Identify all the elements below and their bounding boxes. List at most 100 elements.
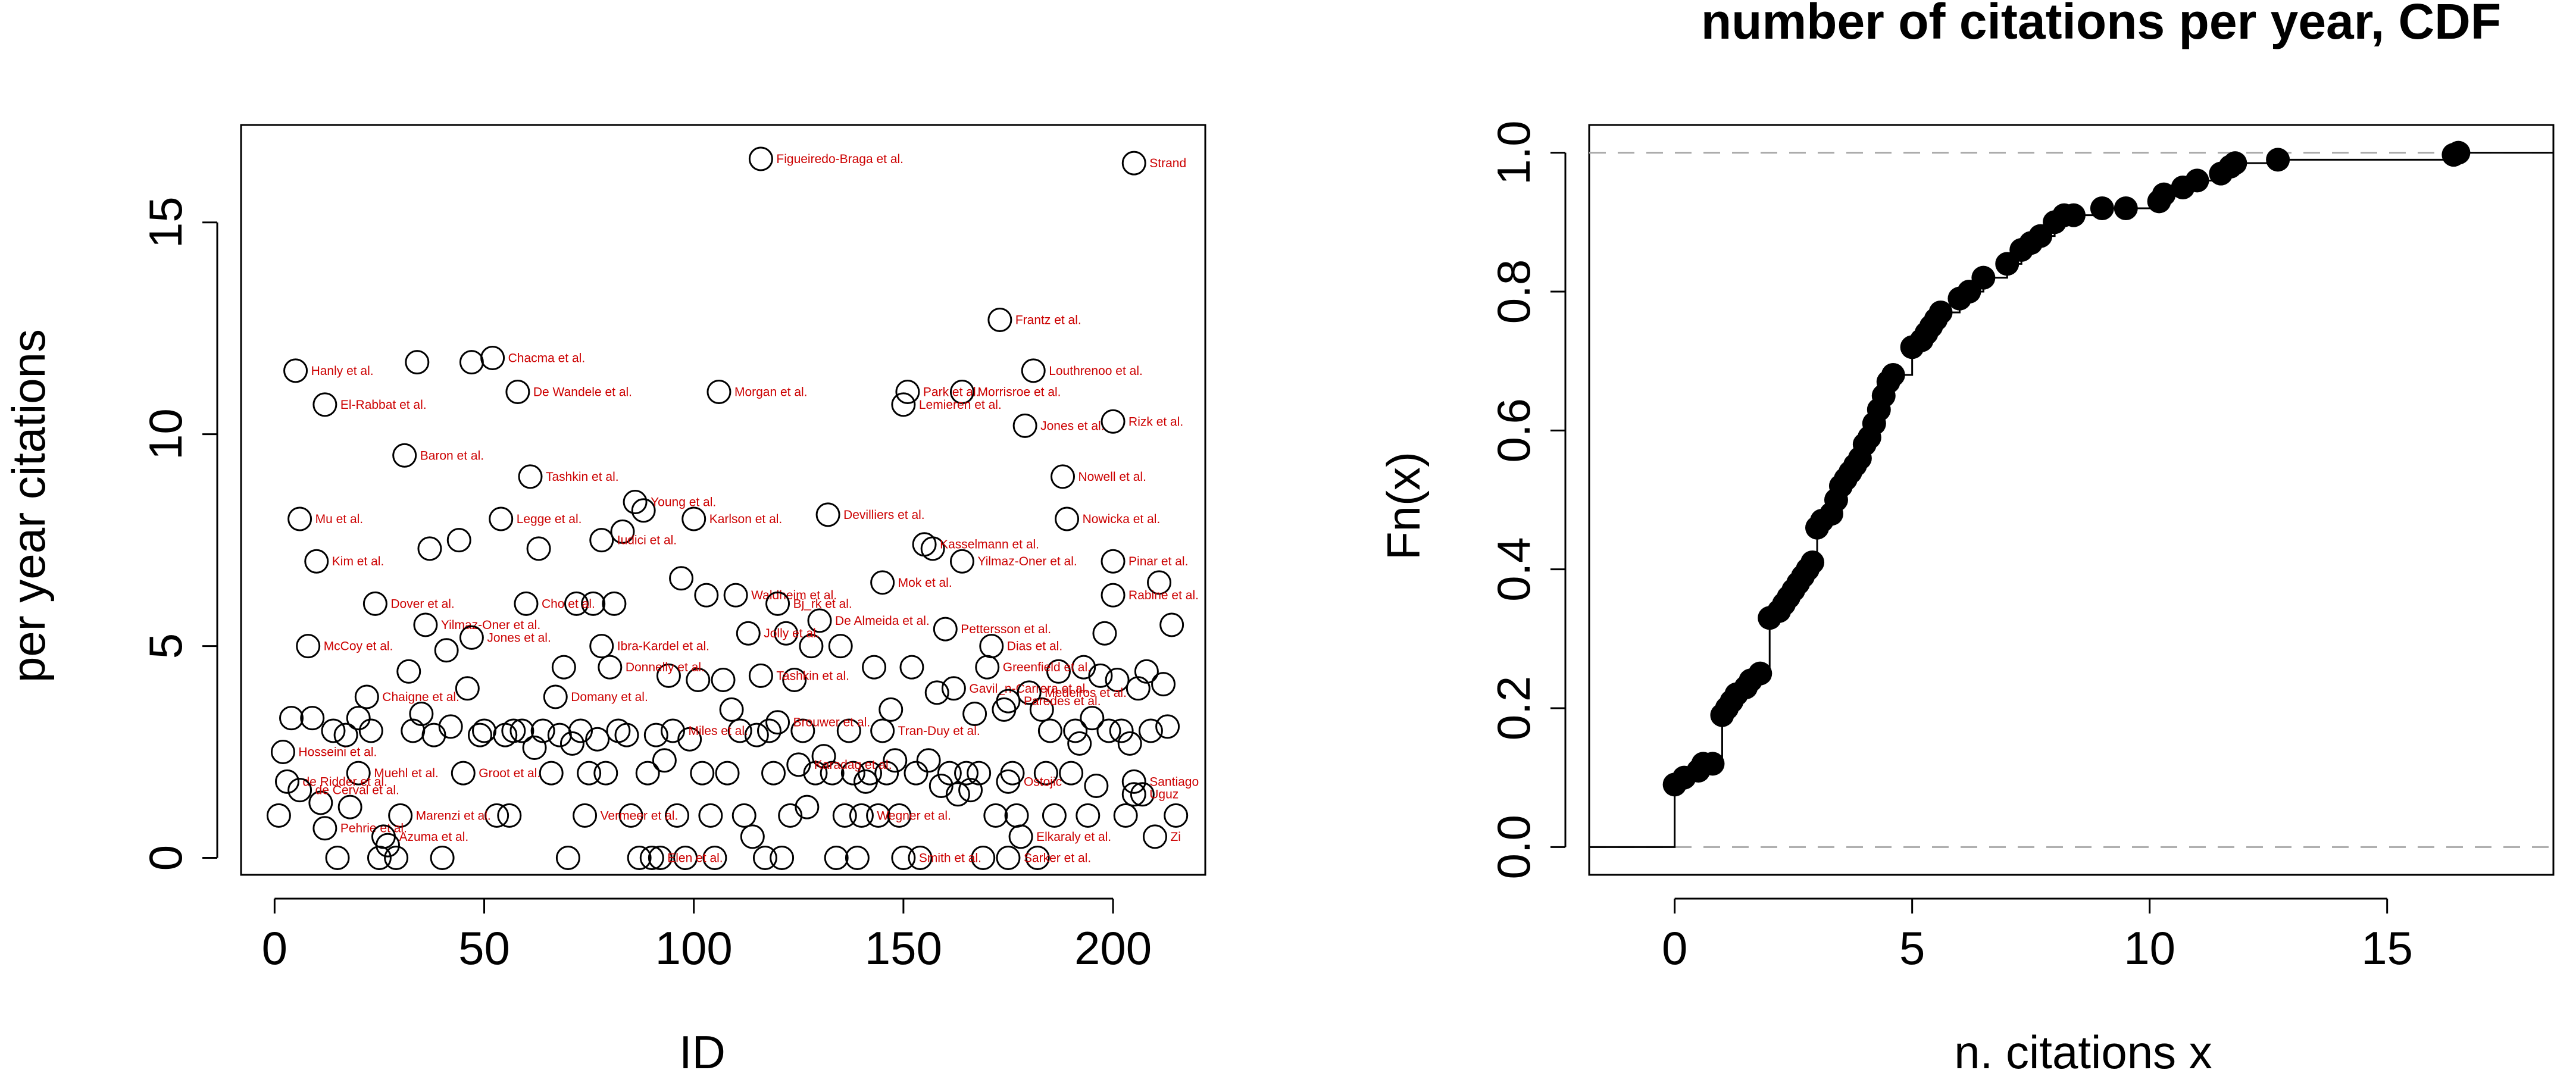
scatter-point [652,748,677,773]
cdf-y-tick-label: 1.0 [1487,120,1540,184]
scatter-point [354,684,379,709]
scatter-point-label: Tran-Duy et al. [898,724,980,738]
scatter-point [975,655,1000,680]
scatter-point [1126,676,1151,701]
cdf-chart-title: number of citations per year, CDF [1701,0,2501,49]
scatter-point-label: Frantz et al. [1015,313,1081,327]
scatter-point [388,803,413,828]
scatter-point [811,744,836,769]
scatter-x-tick-label: 0 [262,922,287,974]
scatter-point [358,718,383,743]
scatter-point [756,718,781,743]
scatter-point-label: Young et al. [651,496,716,509]
scatter-y-axis-label: per year citations [2,329,55,683]
scatter-point [1084,774,1109,799]
scatter-point-label: Muehl et al. [374,767,439,780]
scatter-point [958,778,983,803]
scatter-point [698,803,723,828]
scatter-point-label: Rizk et al. [1128,415,1183,428]
scatter-point-label: Greenfield et al. [1003,661,1091,674]
scatter-point-label: Yilmaz-Oner et al. [441,618,540,632]
scatter-point [744,722,769,747]
scatter-point [770,846,795,871]
scatter-point-label: Zi [1170,830,1181,844]
scatter-point-label: Nowell et al. [1078,470,1146,484]
cdf-x-tick-label: 5 [1899,922,1925,974]
scatter-point [1021,358,1046,383]
scatter-point-label: Domany et al. [571,690,648,704]
scatter-point [790,718,815,743]
scatter-point [384,846,409,871]
scatter-point [660,718,685,743]
scatter-point [635,761,660,786]
scatter-point [274,769,299,794]
scatter-point [1029,697,1054,722]
cdf-plot-frame [1588,124,2555,876]
scatter-point [748,663,773,688]
cdf-y-tick-label: 0.2 [1487,676,1540,740]
scatter-point [832,803,857,828]
scatter-point [1046,659,1071,684]
scatter-point [727,718,752,743]
scatter-point-label: El-Rabbat et al. [340,398,427,412]
scatter-point [752,846,777,871]
cdf-x-axis-label: n. citations x [1954,1026,2212,1073]
scatter-point-label: Miles et al. [688,724,748,738]
scatter-point [1096,718,1121,743]
scatter-point-label: Jones et al. [1040,419,1104,433]
scatter-point [820,761,845,786]
scatter-point [924,680,949,705]
scatter-point [526,536,551,561]
cdf-point [1748,661,1772,686]
cdf-point [2185,168,2209,193]
scatter-point [581,591,606,616]
scatter-point [1164,803,1189,828]
scatter-point [879,697,904,722]
scatter-point [681,506,706,531]
scatter-point [815,502,840,527]
scatter-point [467,722,492,747]
scatter-point [979,634,1004,659]
scatter-point [824,846,849,871]
scatter-point [740,824,765,849]
scatter-point [643,722,668,747]
scatter-point [543,684,568,709]
scatter-point [610,519,635,544]
scatter-point [715,761,740,786]
scatter-point [996,689,1021,714]
scatter-point [346,706,371,731]
scatter-point [748,146,773,171]
scatter-point [1067,731,1092,756]
scatter-point [489,506,514,531]
scatter-point [677,727,702,752]
cdf-y-tick-label: 0.8 [1487,259,1540,324]
scatter-point [971,846,996,871]
scatter-point [828,634,853,659]
scatter-point-label: Smith et al. [919,852,981,865]
cdf-point [2061,203,2086,227]
scatter-point [593,761,618,786]
scatter-point [346,761,371,786]
scatter-point [598,655,623,680]
scatter-point-label: Elkaraly et al. [1036,830,1111,844]
scatter-x-tick-label: 100 [655,922,733,974]
scatter-point [1109,718,1134,743]
scatter-point-label: Gavil_n-Carrera et al. [969,682,1089,696]
scatter-point-label: Morgan et al. [734,385,808,399]
scatter-point [1080,706,1105,731]
scatter-point [736,621,761,646]
scatter-point [795,794,820,819]
scatter-point [296,634,321,659]
scatter-point [807,608,832,633]
scatter-point [505,379,530,404]
cdf-point [1928,301,1953,324]
scatter-point-label: McCoy et al. [324,640,393,653]
scatter-point [514,591,539,616]
scatter-point-label: Tashkin et al. [776,669,849,683]
scatter-point [836,718,861,743]
scatter-point [568,718,593,743]
scatter-point [723,583,748,608]
scatter-point-label: Baron et al. [420,449,484,462]
scatter-point [996,846,1021,871]
scatter-point [1121,151,1146,176]
